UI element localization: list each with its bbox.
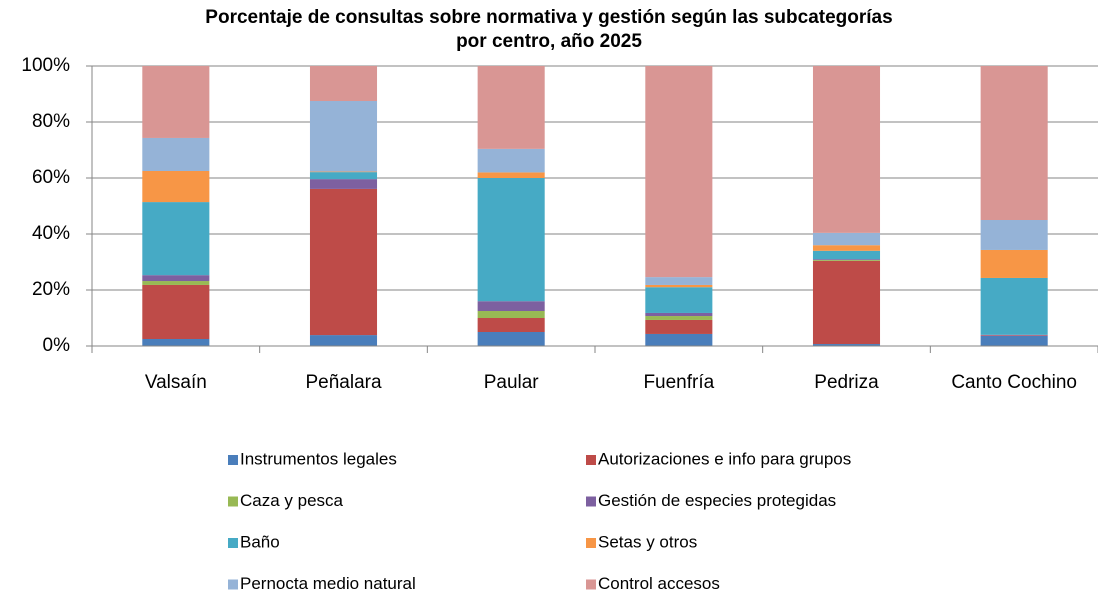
y-tick-label: 0% (43, 335, 71, 356)
legend-swatch (586, 579, 596, 590)
y-tick-label: 20% (32, 279, 70, 300)
bar-segment (309, 179, 378, 189)
bar-segment (477, 178, 545, 302)
y-tick-label: 100% (21, 55, 70, 76)
y-tick-label: 60% (32, 167, 70, 188)
bar-segment (645, 287, 713, 313)
x-tick-label: Canto Cochino (951, 372, 1077, 393)
bar-segment (812, 250, 881, 260)
x-tick-label: Paular (484, 372, 540, 393)
legend-label: Gestión de especies protegidas (598, 491, 836, 510)
bar-segment (309, 171, 378, 173)
bar-segment (309, 101, 378, 172)
bar-segment (980, 334, 1048, 336)
legend-swatch (586, 455, 596, 465)
bar-segment (812, 259, 881, 261)
bar-segment (980, 249, 1048, 278)
legend-swatch (228, 455, 238, 465)
y-tick-label: 80% (32, 111, 70, 132)
bar-segment (309, 66, 378, 101)
bar-segment (645, 277, 713, 285)
bar-segment (980, 277, 1048, 335)
legend-label: Autorizaciones e info para grupos (598, 449, 851, 468)
bar-segment (309, 172, 378, 180)
legend-swatch (228, 538, 238, 548)
bar-segment (477, 332, 545, 346)
legend-label: Baño (240, 532, 280, 551)
bar-segment (812, 260, 881, 345)
bar-segment (477, 148, 545, 173)
y-tick-label: 40% (32, 223, 70, 244)
bar-segment (477, 301, 545, 311)
bar-segment (812, 245, 881, 251)
bar-segment (812, 260, 881, 261)
legend-label: Caza y pesca (240, 491, 344, 510)
bar-segment (645, 284, 713, 288)
bar-segment (309, 188, 378, 336)
legend-label: Pernocta medio natural (240, 574, 416, 593)
bar-segment (812, 66, 881, 233)
bar-segment (477, 172, 545, 178)
bar-segment (812, 232, 881, 246)
bar-segment (477, 66, 545, 149)
x-tick-label: Fuenfría (643, 372, 714, 393)
bar-segment (980, 66, 1048, 220)
bar-segment (309, 335, 378, 346)
legend-label: Control accesos (598, 574, 720, 593)
bar-segment (477, 318, 545, 332)
legend-swatch (228, 496, 238, 507)
bar-segment (645, 319, 713, 334)
bar-segment (980, 335, 1048, 346)
bar-segment (142, 66, 210, 138)
legend-label: Setas y otros (598, 532, 697, 551)
bar-segment (980, 220, 1048, 250)
legend-swatch (228, 579, 238, 590)
bar-segment (142, 339, 210, 346)
bar-segment (980, 335, 1048, 336)
bar-segment (142, 137, 210, 171)
chart-title: Porcentaje de consultas sobre normativa … (205, 7, 893, 52)
bar-segment (142, 281, 210, 285)
bar-segment (812, 344, 881, 346)
bar-segment (142, 284, 210, 339)
bar-segment (645, 66, 713, 278)
bar-segment (142, 171, 210, 203)
bar-segment (645, 312, 713, 317)
bar-segment (477, 311, 545, 318)
legend-swatch (586, 496, 596, 507)
bar-segment (142, 202, 210, 276)
x-tick-label: Pedriza (814, 372, 879, 393)
x-tick-label: Peñalara (305, 372, 381, 393)
bar-segment (142, 275, 210, 282)
bar-segment (645, 333, 713, 346)
legend-swatch (586, 538, 596, 548)
legend-label: Instrumentos legales (240, 449, 397, 468)
x-tick-label: Valsaín (145, 372, 207, 393)
bar-segment (645, 316, 713, 320)
